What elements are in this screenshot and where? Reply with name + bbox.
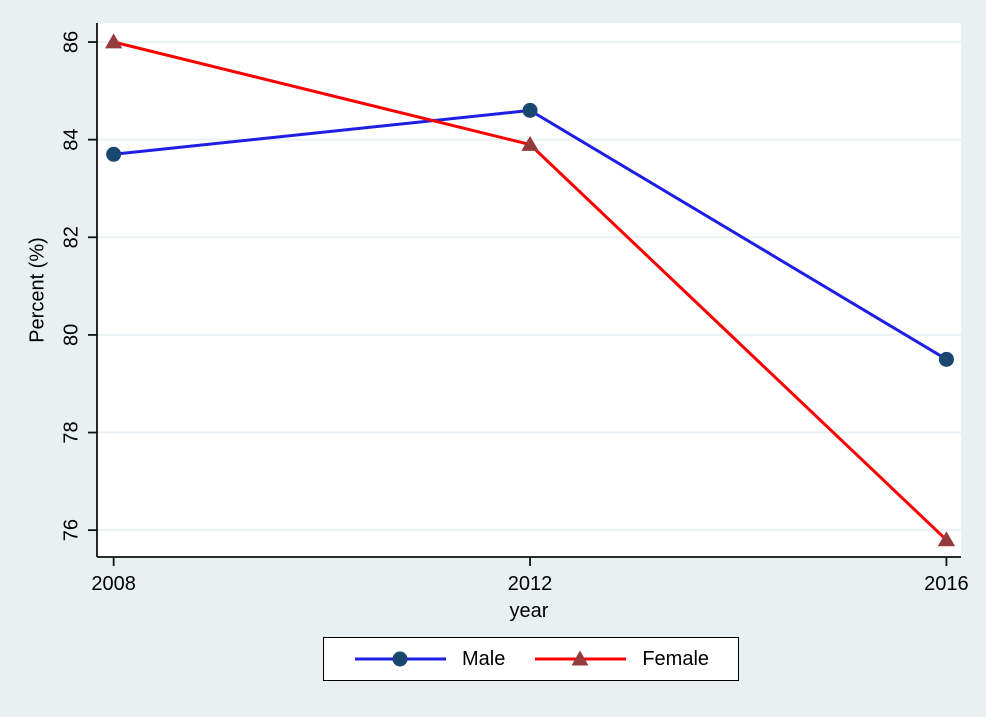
marker-male-2016 [938,351,954,367]
y-tick-label-86: 86 [60,31,82,53]
y-tick-label-80: 80 [60,324,82,346]
x-tick-label-2008: 2008 [91,573,136,595]
legend-label-female: Female [642,647,710,670]
female-line-key-icon [535,650,627,666]
male-line-key-icon [354,651,446,667]
x-axis-title: year [509,600,549,622]
x-tick-label-2012: 2012 [508,573,553,595]
marker-female-2016 [937,531,956,547]
marker-female-2012 [521,135,539,151]
legend-item-male: Male [353,648,505,671]
y-tick-label-78: 78 [60,421,82,443]
marker-male-2008 [106,146,122,162]
legend-label-male: Male [461,647,506,670]
y-tick-label-76: 76 [60,519,82,541]
marker-female-2008 [104,33,123,49]
y-tick-label-82: 82 [60,226,82,248]
legend: Male Female [323,637,739,681]
legend-item-female: Female [533,648,709,671]
y-tick-label-84: 84 [60,129,82,151]
y-axis-title: Percent (%) [26,237,49,343]
x-tick-label-2016: 2016 [924,573,969,595]
marker-male-2012 [522,102,538,118]
